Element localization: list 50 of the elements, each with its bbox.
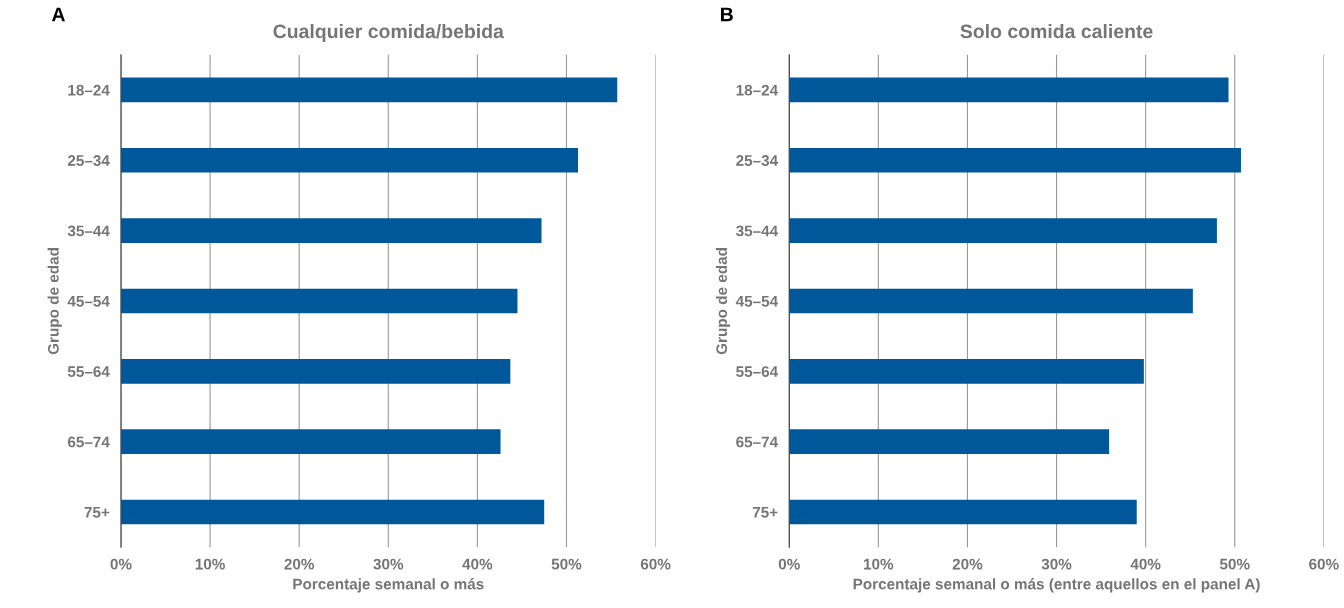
bar [120, 288, 518, 314]
y-tick-label: 65–74 [736, 436, 779, 448]
bar [120, 77, 618, 103]
x-axis-title: Porcentaje semanal o más [293, 578, 484, 593]
y-tick-label: 45–54 [735, 295, 779, 307]
x-tick-label: 50% [1219, 558, 1250, 570]
y-tick-label: 55–64 [67, 366, 110, 377]
x-tick-label: 20% [284, 558, 315, 570]
bar [120, 499, 545, 525]
y-tick-label: 45–54 [67, 295, 110, 307]
x-tick-label: 0% [778, 558, 800, 570]
y-tick-label: 75+ [752, 507, 778, 518]
chart-title: Solo comida caliente [960, 23, 1153, 39]
x-tick-label: 50% [551, 558, 582, 570]
x-tick-label: 60% [640, 558, 671, 570]
x-tick-label: 60% [1309, 558, 1339, 570]
bar [789, 77, 1229, 103]
x-tick-label: 40% [1130, 558, 1161, 570]
x-tick-label: 20% [952, 558, 983, 570]
x-tick-label: 10% [195, 558, 225, 570]
y-tick-label: 35–44 [735, 225, 779, 237]
y-tick-label: 25–34 [736, 155, 779, 166]
y-tick-label: 18–24 [736, 84, 779, 96]
bar [120, 429, 501, 454]
y-tick-label: 18–24 [68, 84, 110, 96]
x-axis-title: Porcentaje semanal o más (entre aquellos en el panel A) [853, 578, 1260, 593]
bar [789, 359, 1144, 384]
y-tick-label: 25–34 [67, 155, 110, 166]
x-tick-label: 10% [864, 558, 894, 570]
x-tick-label: 40% [462, 558, 493, 570]
y-axis-title: Grupo de edad [47, 248, 62, 355]
y-tick-label: 35–44 [67, 225, 110, 237]
y-axis-title: Grupo de edad [715, 248, 731, 355]
x-tick-label: 0% [110, 558, 132, 570]
y-tick-label: 55–64 [736, 366, 779, 377]
bar [789, 218, 1217, 243]
bar [789, 499, 1137, 525]
x-tick-label: 30% [373, 558, 404, 570]
text: B [721, 7, 733, 22]
bar [120, 147, 579, 173]
x-tick-label: 30% [1041, 558, 1072, 570]
bar [120, 218, 542, 243]
bar [120, 359, 511, 384]
text: A [51, 7, 65, 22]
y-tick-label: 65–74 [67, 436, 110, 448]
y-tick-label: 75+ [84, 507, 110, 518]
chart-title: Cualquier comida/bebida [273, 23, 505, 43]
bar [789, 147, 1241, 173]
bar [789, 288, 1193, 314]
bar [789, 429, 1110, 454]
